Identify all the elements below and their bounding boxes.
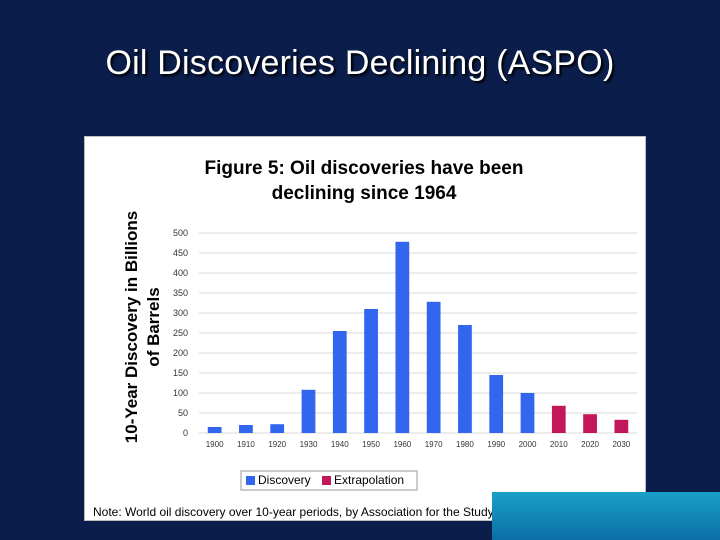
bar-discovery-1920 (270, 424, 285, 433)
y-axis-label-line1: 10-Year Discovery in Billions (122, 211, 141, 443)
x-tick-label: 1960 (393, 440, 411, 449)
x-tick-label: 1990 (487, 440, 505, 449)
bar-extrapolation-2010 (551, 405, 566, 433)
bar-chart: Figure 5: Oil discoveries have been decl… (122, 158, 637, 491)
bar-discovery-1940 (332, 331, 347, 433)
legend-swatch-discovery (246, 476, 255, 485)
chart-title-line1: Figure 5: Oil discoveries have been (205, 158, 524, 179)
bar-discovery-1970 (426, 301, 441, 433)
y-tick-label: 400 (173, 268, 188, 278)
legend-swatch-extrapolation (322, 476, 331, 485)
legend-label-discovery: Discovery (258, 473, 311, 487)
bar-discovery-1910 (239, 425, 253, 433)
y-tick-label: 200 (173, 348, 188, 358)
x-tick-label: 1950 (362, 440, 380, 449)
x-tick-label: 1980 (456, 440, 474, 449)
y-tick-label: 450 (173, 248, 188, 258)
chart-note: Note: World oil discovery over 10-year p… (93, 505, 608, 519)
y-tick-label: 0 (183, 428, 188, 438)
x-tick-label: 1920 (268, 440, 286, 449)
slide-title: Oil Discoveries Declining (ASPO) (105, 44, 615, 82)
x-tick-label: 2000 (519, 440, 537, 449)
chart-panel: Figure 5: Oil discoveries have been decl… (84, 136, 646, 521)
x-tick-label: 2010 (550, 440, 568, 449)
chart-title-line2: declining since 1964 (272, 183, 457, 204)
y-axis-label-line2: of Barrels (144, 287, 163, 366)
legend-label-extrapolation: Extrapolation (334, 473, 404, 487)
x-tick-label: 2020 (581, 440, 599, 449)
x-tick-label: 1900 (206, 440, 224, 449)
bar-discovery-1980 (458, 325, 472, 433)
y-tick-label: 50 (178, 408, 188, 418)
y-tick-label: 500 (173, 228, 188, 238)
bar-extrapolation-2030 (614, 419, 629, 433)
bar-extrapolation-2020 (583, 414, 597, 433)
bar-discovery-1960 (395, 241, 410, 433)
x-tick-label: 1930 (300, 440, 318, 449)
accent-bar (492, 492, 720, 540)
bar-discovery-1900 (207, 427, 222, 433)
bar-discovery-2000 (520, 393, 535, 433)
y-tick-label: 150 (173, 368, 188, 378)
y-tick-label: 350 (173, 288, 188, 298)
legend: Discovery Extrapolation (240, 470, 418, 491)
y-tick-label: 250 (173, 328, 188, 338)
x-tick-label: 1940 (331, 440, 349, 449)
bar-discovery-1930 (301, 389, 316, 433)
y-tick-label: 300 (173, 308, 188, 318)
x-tick-label: 1970 (425, 440, 443, 449)
bar-discovery-1950 (364, 309, 378, 433)
x-tick-label: 1910 (237, 440, 255, 449)
x-tick-label: 2030 (612, 440, 630, 449)
y-tick-label: 100 (173, 388, 188, 398)
bar-discovery-1990 (489, 375, 504, 433)
